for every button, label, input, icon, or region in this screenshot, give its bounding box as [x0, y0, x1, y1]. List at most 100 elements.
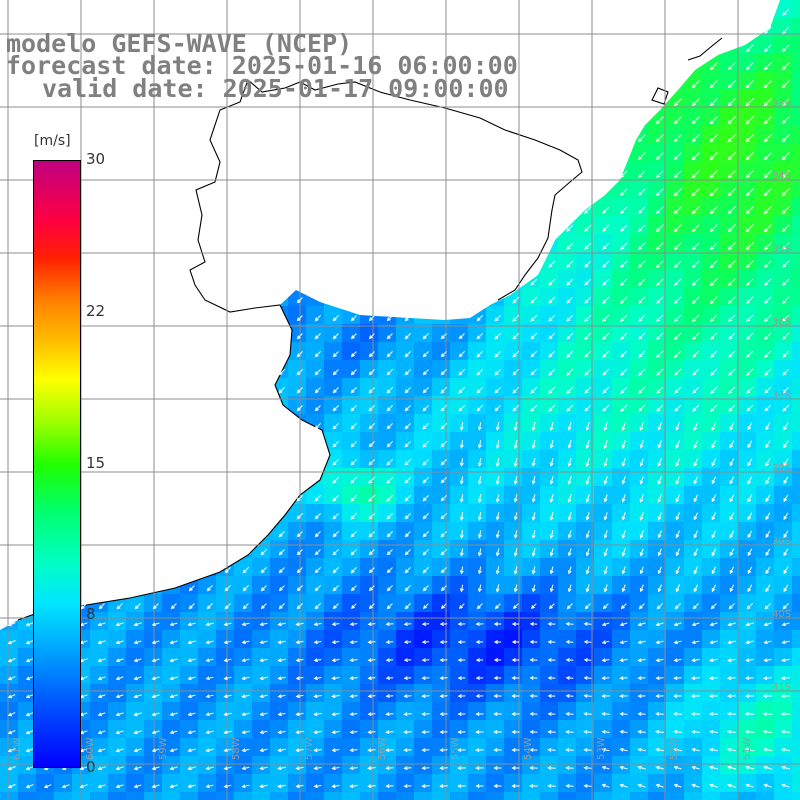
wind-arrow: [708, 676, 719, 681]
speed-cell: [216, 702, 235, 721]
wind-arrow: [603, 548, 608, 557]
wind-arrow: [783, 422, 789, 431]
wind-arrow: [549, 548, 554, 557]
wind-arrow: [657, 422, 662, 431]
wind-arrow: [565, 693, 574, 698]
wind-arrow: [565, 675, 574, 680]
wind-arrow: [583, 729, 592, 734]
speed-cell: [666, 756, 685, 775]
speed-cell: [594, 306, 613, 325]
wind-arrow: [691, 658, 700, 663]
speed-cell: [648, 378, 667, 397]
wind-arrow: [692, 603, 699, 610]
wind-arrow: [711, 566, 717, 575]
speed-cell: [288, 756, 307, 775]
speed-cell: [684, 414, 703, 433]
speed-cell: [774, 756, 793, 775]
speed-cell: [792, 378, 800, 397]
wind-arrow: [133, 622, 142, 627]
speed-cell: [378, 432, 397, 451]
wind-arrow: [621, 476, 626, 485]
speed-cell: [630, 576, 649, 595]
wind-arrow: [115, 712, 124, 717]
wind-arrow: [98, 603, 105, 610]
wind-arrow: [565, 765, 574, 770]
wind-arrow: [295, 730, 304, 735]
wind-arrow: [314, 405, 321, 412]
wind-arrow: [439, 658, 448, 663]
speed-cell: [414, 666, 433, 685]
speed-cell: [630, 720, 649, 739]
wind-arrow: [367, 676, 376, 681]
speed-cell: [522, 684, 541, 703]
wind-arrow: [709, 98, 718, 107]
speed-cell: [504, 414, 523, 433]
speed-cell: [684, 576, 703, 595]
speed-cell: [414, 702, 433, 721]
wind-arrow: [368, 458, 376, 466]
speed-cell: [450, 648, 469, 667]
speed-cell: [576, 414, 595, 433]
speed-cell: [540, 738, 559, 757]
wind-arrow: [403, 784, 412, 789]
wind-arrow: [459, 422, 464, 431]
speed-cell: [450, 576, 469, 595]
speed-cell: [90, 720, 109, 739]
speed-cell: [576, 378, 595, 397]
wind-arrow: [440, 459, 447, 466]
wind-arrow: [566, 350, 574, 358]
wind-arrow: [673, 98, 682, 107]
wind-arrow: [367, 640, 376, 645]
wind-arrow: [296, 333, 303, 340]
speed-cell: [18, 648, 37, 667]
speed-cell: [684, 792, 703, 800]
wind-arrow: [440, 351, 447, 358]
wind-arrow: [549, 512, 554, 521]
colorbar-tick-8: 8: [86, 605, 96, 623]
speed-cell: [576, 486, 595, 505]
speed-cell: [684, 144, 703, 163]
speed-cell: [198, 612, 217, 631]
speed-cell: [648, 414, 667, 433]
wind-arrow: [747, 476, 753, 485]
speed-cell: [648, 144, 667, 163]
speed-cell: [126, 702, 145, 721]
speed-cell: [90, 648, 109, 667]
wind-arrow: [188, 603, 195, 610]
wind-arrow: [513, 566, 518, 575]
wind-arrow: [151, 658, 160, 663]
speed-cell: [414, 486, 433, 505]
speed-cell: [630, 306, 649, 325]
speed-cell: [288, 612, 307, 631]
wind-arrow: [709, 170, 718, 179]
speed-cell: [162, 666, 181, 685]
wind-arrow: [655, 206, 664, 215]
speed-cell: [540, 504, 559, 523]
wind-arrow: [511, 622, 520, 626]
speed-cell: [396, 576, 415, 595]
wind-arrow: [7, 676, 16, 681]
speed-cell: [18, 738, 37, 757]
wind-arrow: [133, 694, 142, 699]
wind-arrow: [585, 548, 590, 557]
speed-cell: [630, 486, 649, 505]
speed-cell: [792, 0, 800, 19]
wind-arrow: [639, 584, 644, 593]
wind-arrow: [512, 404, 520, 412]
speed-cell: [306, 594, 325, 613]
speed-cell: [234, 558, 253, 577]
speed-cell: [612, 234, 631, 253]
speed-cell: [738, 612, 757, 631]
wind-arrow: [367, 748, 376, 753]
speed-cell: [648, 288, 667, 307]
lon-label: 58W: [231, 737, 242, 760]
speed-cell: [522, 522, 541, 541]
wind-arrow: [620, 260, 628, 268]
speed-cell: [432, 486, 451, 505]
speed-cell: [792, 90, 800, 109]
speed-cell: [126, 792, 145, 800]
speed-cell: [774, 558, 793, 577]
lon-label: 55W: [450, 737, 461, 760]
speed-cell: [378, 738, 397, 757]
speed-cell: [180, 684, 199, 703]
